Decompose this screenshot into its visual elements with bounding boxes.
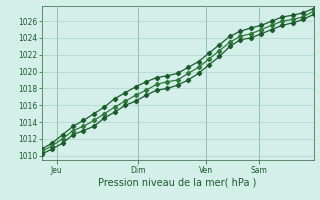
X-axis label: Pression niveau de la mer( hPa ): Pression niveau de la mer( hPa ) — [99, 177, 257, 187]
